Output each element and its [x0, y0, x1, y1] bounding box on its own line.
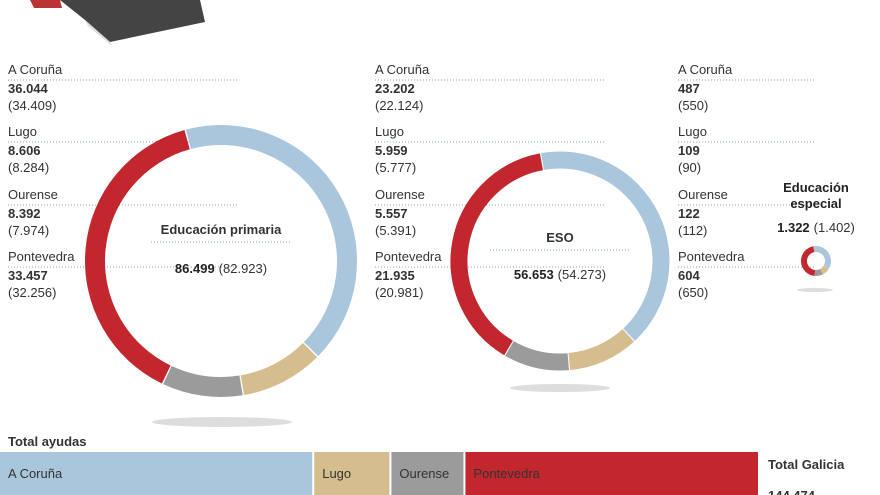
previous-value-label: (8.284) [8, 160, 49, 175]
previous-value-label: (32.256) [8, 285, 56, 300]
category-label: Ourense [8, 187, 58, 202]
total-value: 86.499 [175, 261, 215, 276]
category-label: Ourense [399, 466, 449, 481]
category-label: A Coruña [8, 62, 63, 77]
previous-total-value: (82.923) [219, 261, 267, 276]
total-label: 56.653 (54.273) [514, 267, 606, 282]
category-label: Pontevedra [473, 466, 540, 481]
category-label: Lugo [322, 466, 351, 481]
total-title: Total Galicia [768, 457, 845, 472]
previous-total-value: (54.273) [558, 267, 606, 282]
category-label: Ourense [678, 187, 728, 202]
shadow [510, 384, 610, 392]
value-label: 21.935 [375, 268, 415, 283]
donut-segment [185, 125, 357, 357]
donut-segment [820, 265, 829, 275]
chart-title: Total ayudas [8, 434, 87, 449]
previous-value-label: (5.391) [375, 223, 416, 238]
books-illustration [30, 0, 205, 46]
shadow [152, 417, 292, 427]
total-value: 144.474 [768, 488, 816, 495]
category-label: A Coruña [375, 62, 430, 77]
value-label: 36.044 [8, 81, 49, 96]
value-label: 55.996 [473, 492, 513, 495]
category-label: Pontevedra [8, 249, 75, 264]
previous-value-label: (90) [678, 160, 701, 175]
category-label: A Coruña [678, 62, 733, 77]
value-label: 14.674 [322, 492, 363, 495]
previous-total-value: (1.402) [814, 220, 855, 235]
donut-segment [505, 340, 569, 371]
category-label: Ourense [375, 187, 425, 202]
value-label: 23.202 [375, 81, 415, 96]
category-label: Pontevedra [375, 249, 442, 264]
donut-segment [163, 365, 243, 397]
donut-segment [540, 151, 670, 341]
donut-segment [801, 246, 816, 276]
bar-segment [0, 452, 313, 495]
value-label: 59.733 [8, 492, 48, 495]
value-label: 14.071 [399, 492, 439, 495]
bar-segment [314, 452, 390, 495]
donut-segment [814, 268, 823, 276]
total-label: 1.322 (1.402) [777, 220, 855, 235]
value-label: 487 [678, 81, 700, 96]
category-label: Pontevedra [678, 249, 745, 264]
previous-value-label: (550) [678, 98, 708, 113]
donut-segment [813, 246, 831, 269]
category-label: Lugo [8, 124, 37, 139]
previous-value-label: (7.974) [8, 223, 49, 238]
previous-value-label: (34.409) [8, 98, 56, 113]
previous-value-label: (20.981) [375, 285, 423, 300]
value-label: 8.606 [8, 143, 41, 158]
donut-segment [450, 153, 544, 356]
total-label: 86.499 (82.923) [175, 261, 267, 276]
category-label: A Coruña [8, 466, 63, 481]
previous-value-label: (112) [678, 223, 707, 238]
value-label: 122 [678, 206, 700, 221]
donut-segment [568, 328, 635, 371]
category-label: Lugo [375, 124, 404, 139]
previous-value-label: (22.124) [375, 98, 423, 113]
chart-title: Educación especial [783, 180, 849, 211]
bar-segment [391, 452, 464, 495]
donut-segment [85, 130, 190, 384]
chart-title: Educación primaria [161, 222, 282, 237]
value-label: 604 [678, 268, 700, 283]
chart-title: ESO [546, 230, 573, 245]
value-label: 109 [678, 143, 700, 158]
previous-value-label: (650) [678, 285, 708, 300]
value-label: 5.557 [375, 206, 408, 221]
value-label: 8.392 [8, 206, 41, 221]
value-label: 5.959 [375, 143, 408, 158]
shadow [797, 288, 833, 292]
value-label: 33.457 [8, 268, 48, 283]
total-value: 56.653 [514, 267, 554, 282]
donut-segment [240, 342, 318, 396]
total-value: 1.322 [777, 220, 810, 235]
previous-value-label: (5.777) [375, 160, 416, 175]
bar-segment [465, 452, 758, 495]
category-label: Lugo [678, 124, 707, 139]
